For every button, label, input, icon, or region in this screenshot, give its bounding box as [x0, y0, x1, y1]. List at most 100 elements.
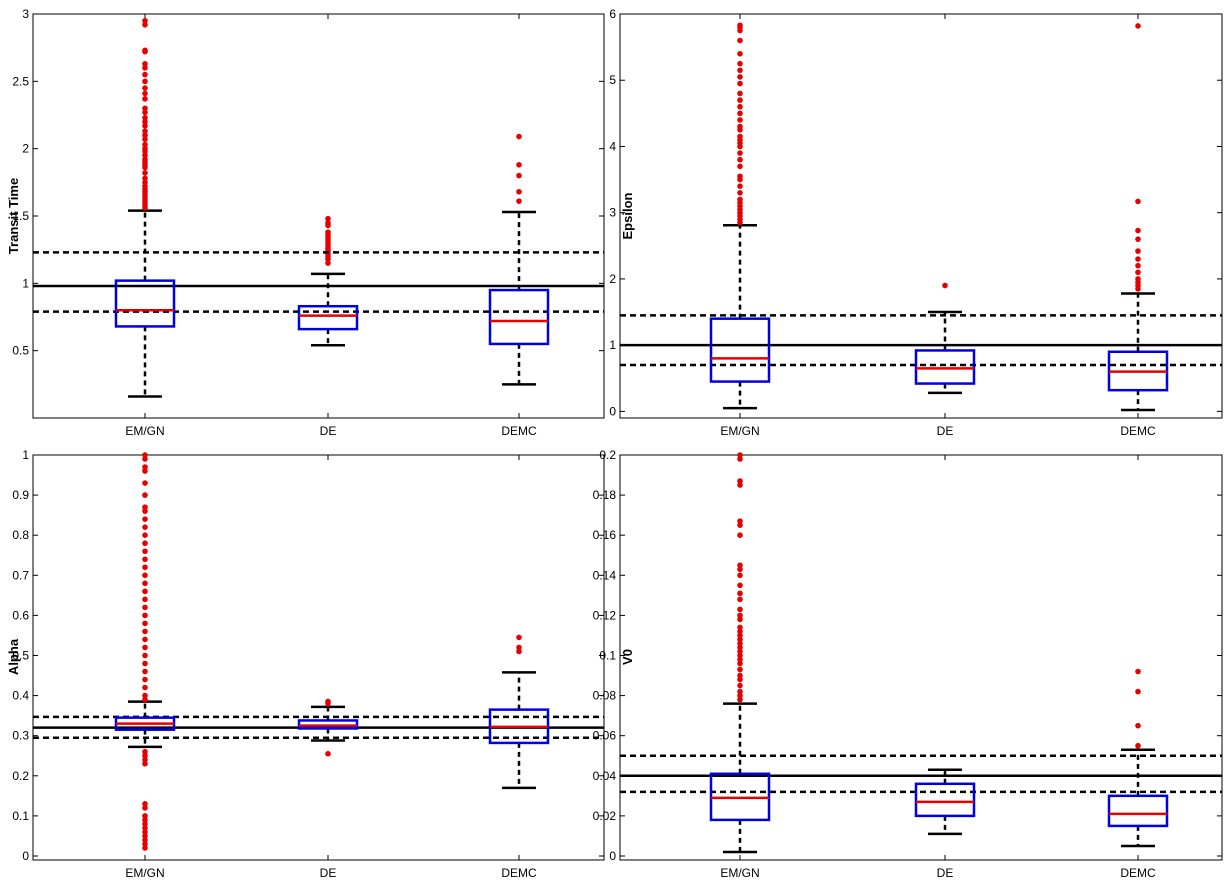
y-tick-label: 1 [609, 338, 616, 352]
y-tick-label: 1.5 [12, 209, 29, 223]
y-tick-label: 0.5 [12, 344, 29, 358]
y-tick-label: 2.5 [12, 74, 29, 88]
box-demc [502, 634, 536, 790]
outlier-point [737, 656, 743, 663]
x-tick-label: DE [320, 866, 337, 880]
y-tick-label: 0.16 [593, 528, 617, 542]
outlier-point [737, 612, 743, 619]
y-tick-label: 0.14 [593, 568, 617, 582]
box-body [914, 349, 976, 385]
outlier-point [737, 67, 743, 74]
axes-frame [619, 454, 1223, 861]
outlier-point [737, 156, 743, 163]
y-tick-label: 0 [609, 849, 616, 863]
outlier-point [142, 668, 148, 675]
outlier-point [142, 817, 148, 823]
outlier-point [737, 682, 743, 689]
outlier-point [516, 162, 522, 168]
subplot-3: 0 0.1 0.2 0.3 0.4 0.5 0.6 0.7 0.8 0.9 1 EM/GN DE DEMC… [6, 448, 605, 880]
outlier-point [942, 282, 948, 289]
outlier-point [142, 696, 148, 703]
outlier-point [737, 22, 743, 29]
outlier-point [737, 652, 743, 659]
outlier-point [142, 524, 148, 530]
outlier-point [737, 123, 743, 130]
outlier-point [737, 117, 743, 123]
outlier-point [142, 556, 148, 563]
x-tick-label: DE [937, 866, 954, 880]
outlier-point [737, 582, 743, 589]
box-demc [502, 133, 536, 386]
outlier-point [737, 482, 743, 488]
outlier-point [142, 85, 148, 91]
outlier-point [142, 96, 148, 102]
y-tick-label: 0.8 [12, 528, 29, 542]
outlier-point [142, 760, 148, 767]
x-tick-label: DEMC [1120, 424, 1156, 438]
axes-frame [32, 454, 605, 861]
outlier-point [142, 179, 148, 186]
y-tick-label: 2 [22, 142, 29, 156]
outlier-point [142, 596, 148, 603]
outlier-point [737, 566, 743, 573]
y-tick-label: 1 [22, 276, 29, 290]
y-tick-label: 3 [609, 206, 616, 220]
outlier-point [737, 522, 743, 528]
outlier-point [142, 21, 148, 28]
y-tick-label: 5 [609, 73, 616, 87]
outlier-point [142, 136, 148, 143]
outlier-point [737, 672, 743, 679]
outlier-point [737, 74, 743, 80]
outlier-point [142, 692, 148, 699]
outlier-point [325, 750, 331, 757]
outlier-point [516, 634, 522, 641]
outlier-point [737, 692, 743, 699]
outlier-point [142, 90, 148, 97]
y-axis-label: V0 [620, 649, 635, 665]
outlier-point [325, 229, 331, 235]
subplot-1: 0.5 1 1.5 2 2.5 3 EM/GN DE DEMC Transit Time [6, 7, 605, 438]
outlier-point [737, 478, 743, 484]
outlier-point [142, 141, 148, 148]
y-tick-label: 0.5 [12, 648, 29, 662]
outlier-point [142, 78, 148, 85]
outlier-point [142, 464, 148, 470]
outlier-point [737, 37, 743, 44]
outlier-point [142, 452, 148, 458]
x-tick-label: DEMC [501, 866, 537, 880]
outlier-point [142, 47, 148, 54]
y-tick-label: 0.1 [599, 648, 616, 662]
outlier-point [142, 128, 148, 134]
outlier-point [737, 50, 743, 57]
box-demc [1121, 23, 1155, 412]
outlier-point [142, 564, 148, 571]
outlier-point [1135, 722, 1141, 729]
x-tick-label: DEMC [501, 424, 537, 438]
outlier-point [142, 580, 148, 587]
outlier-point [516, 198, 522, 204]
outlier-point [1135, 227, 1141, 234]
outlier-point [142, 109, 148, 116]
y-tick-label: 0.02 [593, 809, 617, 823]
outlier-point [737, 133, 743, 140]
outlier-point [1135, 688, 1141, 695]
box-em-gn [723, 22, 757, 410]
subplot-4: 0 0.02 0.04 0.06 0.08 0.1 0.12 0.14 0.16 0.18 0.2 E… [593, 448, 1223, 880]
axes-frame [619, 13, 1223, 419]
y-tick-label: 0.1 [12, 809, 29, 823]
outlier-point [142, 588, 148, 595]
outlier-point [737, 632, 743, 639]
box-de [311, 215, 345, 347]
outlier-point [1135, 198, 1141, 205]
outlier-point [142, 676, 148, 683]
outlier-point [737, 660, 743, 667]
y-tick-label: 0.7 [12, 568, 29, 582]
outlier-point [737, 572, 743, 579]
x-tick-label: DEMC [1120, 866, 1156, 880]
y-tick-label: 0.6 [12, 608, 29, 622]
y-tick-label: 0.4 [12, 689, 29, 703]
y-axis-label: Epsilon [620, 192, 635, 239]
outlier-point [142, 612, 148, 619]
outlier-point [142, 756, 148, 763]
outlier-point [1135, 276, 1141, 282]
